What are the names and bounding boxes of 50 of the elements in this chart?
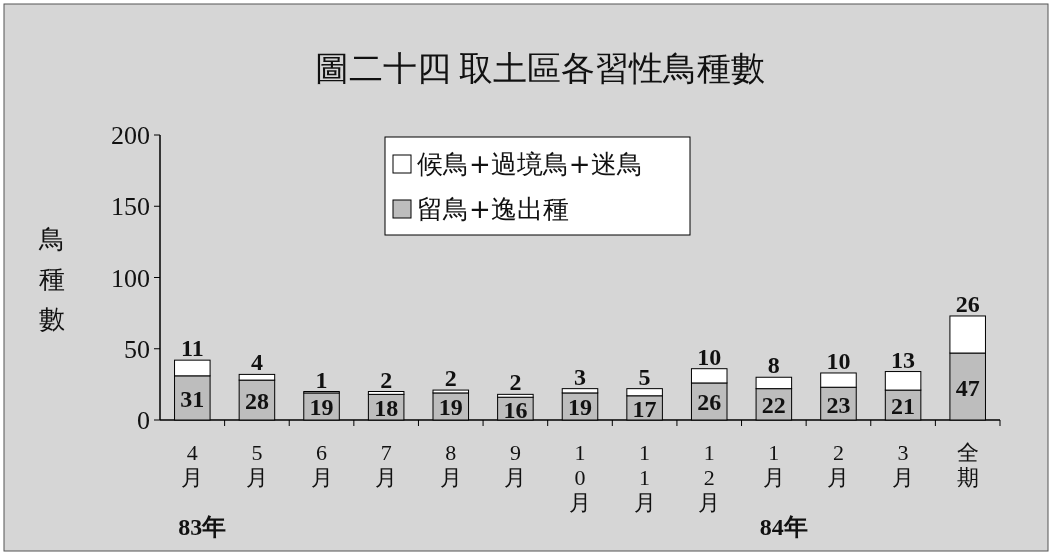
x-tick-label: 9月	[504, 440, 527, 490]
data-label: 28	[244, 388, 269, 415]
x-tick-label: 7月	[375, 440, 398, 490]
legend-label: 候鳥+過境鳥+迷鳥	[417, 149, 643, 179]
data-label: 10	[697, 343, 722, 370]
x-tick-label: 4月	[181, 440, 204, 490]
x-tick-label: 6月	[310, 440, 333, 490]
x-tick-label: 8月	[439, 440, 462, 490]
data-label: 31	[180, 385, 205, 412]
y-tick-label: 150	[111, 192, 150, 222]
x-tick-label: 2月	[827, 440, 850, 490]
data-label: 2	[444, 365, 457, 392]
data-label: 5	[638, 363, 651, 390]
data-label: 26	[697, 389, 722, 416]
data-label: 4	[250, 349, 263, 376]
data-label: 18	[374, 395, 399, 422]
y-tick-label: 50	[124, 334, 150, 364]
data-label: 1	[315, 366, 328, 393]
data-label: 2	[509, 369, 522, 396]
data-label: 21	[891, 393, 916, 420]
data-label: 19	[438, 394, 463, 421]
data-label: 2	[380, 366, 393, 393]
data-label: 10	[826, 347, 851, 374]
x-tick-label: 11月	[633, 440, 656, 515]
x-tick-label: 全期	[956, 440, 979, 490]
text: 83年	[178, 514, 227, 540]
data-label: 19	[568, 394, 592, 421]
x-tick-label: 12月	[698, 440, 721, 515]
x-tick-label: 3月	[892, 440, 915, 490]
x-tick-label: 5月	[245, 440, 268, 490]
data-label: 22	[761, 392, 786, 419]
data-label: 23	[826, 391, 851, 418]
data-label: 17	[632, 395, 657, 422]
chart-title: 圖二十四 取土區各習性鳥種數	[314, 50, 766, 87]
data-label: 3	[574, 363, 586, 390]
legend-label: 留鳥+逸出種	[417, 194, 569, 224]
data-label: 13	[891, 346, 916, 373]
data-label: 11	[180, 335, 204, 362]
data-label: 8	[767, 352, 780, 379]
x-tick-label: 1月	[762, 440, 785, 490]
y-axis-title: 鳥種數	[38, 225, 65, 334]
data-label: 26	[955, 290, 980, 317]
data-label: 47	[955, 374, 980, 401]
text: 84年	[759, 514, 808, 540]
y-tick-label: 100	[111, 263, 150, 293]
data-label: 16	[503, 396, 528, 423]
y-tick-label: 0	[137, 406, 150, 435]
x-tick-label: 10月	[569, 440, 591, 515]
y-tick-label: 200	[111, 121, 150, 150]
data-label: 19	[309, 394, 334, 421]
